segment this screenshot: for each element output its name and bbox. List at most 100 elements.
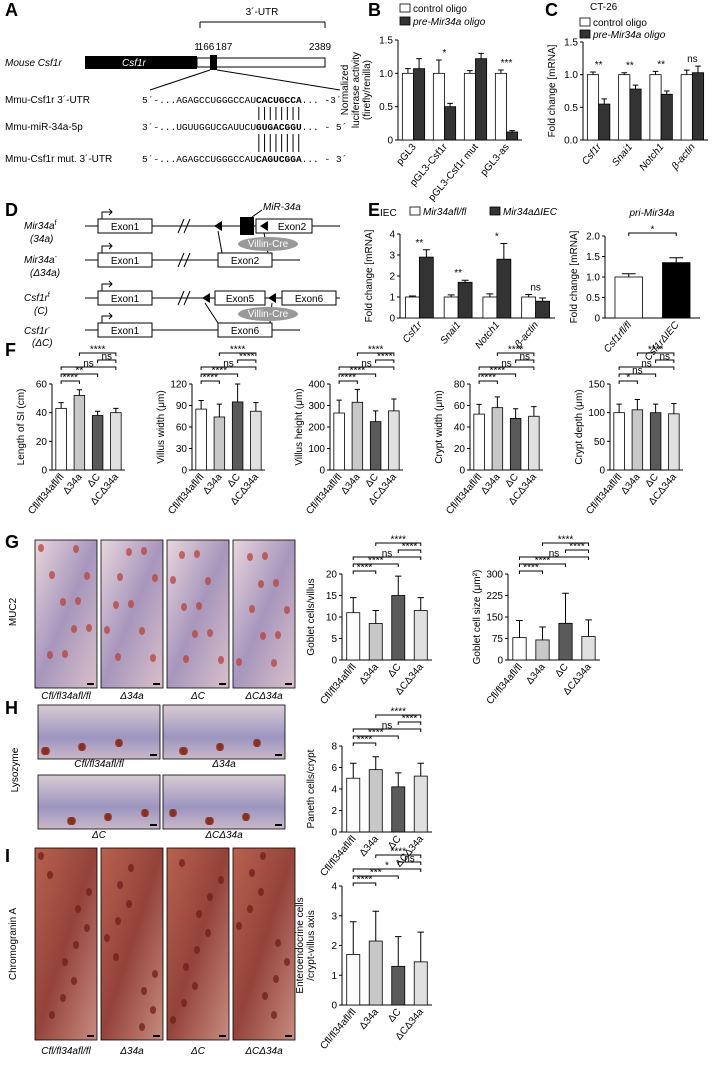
error-bar — [234, 383, 241, 402]
significance-bracket — [618, 366, 675, 370]
x-tick-label: Csf1r — [580, 141, 604, 167]
x-tick-label: Cfl/fl34afl/fl — [304, 472, 344, 517]
error-bar — [447, 294, 455, 297]
y-tick-label: 2 — [331, 941, 337, 952]
micrograph-caption: Δ34a — [211, 759, 236, 770]
significance: **** — [490, 366, 506, 377]
stained-cell — [73, 941, 79, 949]
bar — [496, 258, 512, 319]
stained-cell — [208, 817, 214, 825]
error-bar — [478, 52, 484, 59]
significance: **** — [62, 373, 78, 384]
significance-bracket — [78, 352, 117, 356]
stained-cell — [71, 977, 77, 985]
significance: **** — [402, 542, 418, 553]
bar — [463, 72, 476, 141]
panel-label: E — [368, 200, 380, 220]
significance: ns — [632, 366, 643, 377]
y-tick-label: 0 — [181, 466, 187, 477]
significance: ns — [83, 359, 94, 370]
error-bar — [621, 273, 636, 277]
cre-ellipse — [238, 237, 298, 251]
loxp — [268, 293, 276, 303]
bar — [598, 103, 611, 141]
error-bar — [512, 408, 519, 419]
x-tick-label: pGL3 — [395, 142, 419, 168]
legend-label: pre-Mir34a oligo — [592, 30, 666, 41]
y-tick-label: 80 — [454, 380, 466, 391]
bar — [413, 68, 426, 141]
y-tick-label: 150 — [588, 380, 605, 391]
legend-swatch — [579, 17, 591, 27]
bar — [413, 775, 428, 833]
y-axis-label: Goblet cell size (μm²) — [472, 570, 483, 665]
legend-swatch — [399, 16, 411, 26]
panel-label: C — [545, 0, 558, 20]
legend-swatch — [409, 206, 421, 216]
bar — [231, 401, 244, 471]
significance: ** — [595, 60, 603, 71]
y-axis-label: luciferase activity — [351, 52, 362, 128]
exon-label: Exon6 — [295, 294, 324, 305]
exon-box — [255, 218, 313, 234]
significance-bracket — [478, 380, 498, 384]
site-box — [210, 55, 217, 70]
allele-labels: Mir34af (34a) Mir34a- (Δ34a) Csf1rf (C) … — [24, 220, 60, 349]
significance-bracket — [352, 728, 422, 732]
y-axis-label: Villus width (μm) — [156, 390, 167, 463]
significance-bracket — [218, 352, 257, 356]
cds-label: Csf1r — [122, 58, 147, 69]
x-tick-label: Δ34a — [201, 472, 225, 497]
significance-bracket — [618, 380, 638, 384]
bar — [444, 106, 457, 141]
y-axis-label: Fold change [mRNA] — [364, 229, 375, 322]
error-bar — [405, 68, 411, 74]
stained-cell — [196, 602, 202, 610]
y-tick-label: 0 — [331, 828, 337, 839]
significance-bracket — [542, 542, 589, 546]
legend-swatch — [489, 206, 501, 216]
y-tick-label: 0 — [41, 466, 47, 477]
bar — [443, 296, 459, 319]
stained-cell — [284, 958, 290, 966]
significance-bracket — [618, 373, 657, 377]
stained-cell — [117, 881, 123, 889]
exon-box — [217, 252, 273, 268]
panel-label: A — [5, 0, 18, 20]
allele-short: (Δ34a) — [30, 268, 60, 279]
micrograph-caption: Cfl/fl34afl/fl — [41, 1046, 91, 1057]
y-tick-label: 1.0 — [564, 70, 578, 81]
significance: ns — [382, 549, 393, 560]
row-label: Mmu-miR-34a-5p — [5, 122, 83, 133]
y-axis-label: Paneth cells/crypt — [306, 749, 317, 828]
legend-label: pre-Mir34a oligo — [412, 17, 486, 28]
significance: ** — [415, 238, 423, 249]
significance: **** — [357, 875, 373, 886]
scale-bar — [275, 754, 282, 756]
error-bar — [671, 402, 677, 414]
significance: ** — [657, 59, 665, 70]
y-tick-label: 0 — [331, 1001, 337, 1012]
micrograph-caption: ΔC — [190, 691, 206, 702]
y-axis-label: /crypt-villus axis — [306, 910, 317, 981]
stained-cell — [192, 630, 198, 638]
y-tick-label: 4 — [331, 785, 337, 796]
error-bar — [416, 58, 422, 69]
significance: * — [385, 861, 389, 872]
y-tick-label: 0 — [389, 314, 395, 325]
exon-box — [97, 290, 153, 306]
error-bar — [539, 297, 547, 302]
significance-bracket — [375, 714, 422, 718]
promoter — [101, 280, 113, 291]
row-label: Mmu-Csf1r 3´-UTR — [5, 94, 90, 106]
bar — [413, 961, 428, 1006]
x-tick-label: Csf1r — [401, 319, 425, 345]
legend-swatch — [399, 3, 411, 13]
cre-label: Villin-Cre — [248, 309, 289, 320]
stained-cell — [171, 809, 177, 817]
bar — [691, 72, 705, 141]
y-tick-label: 0.0 — [564, 136, 578, 147]
promoter — [101, 208, 113, 219]
stained-cell — [113, 953, 119, 961]
significance: **** — [368, 556, 384, 567]
